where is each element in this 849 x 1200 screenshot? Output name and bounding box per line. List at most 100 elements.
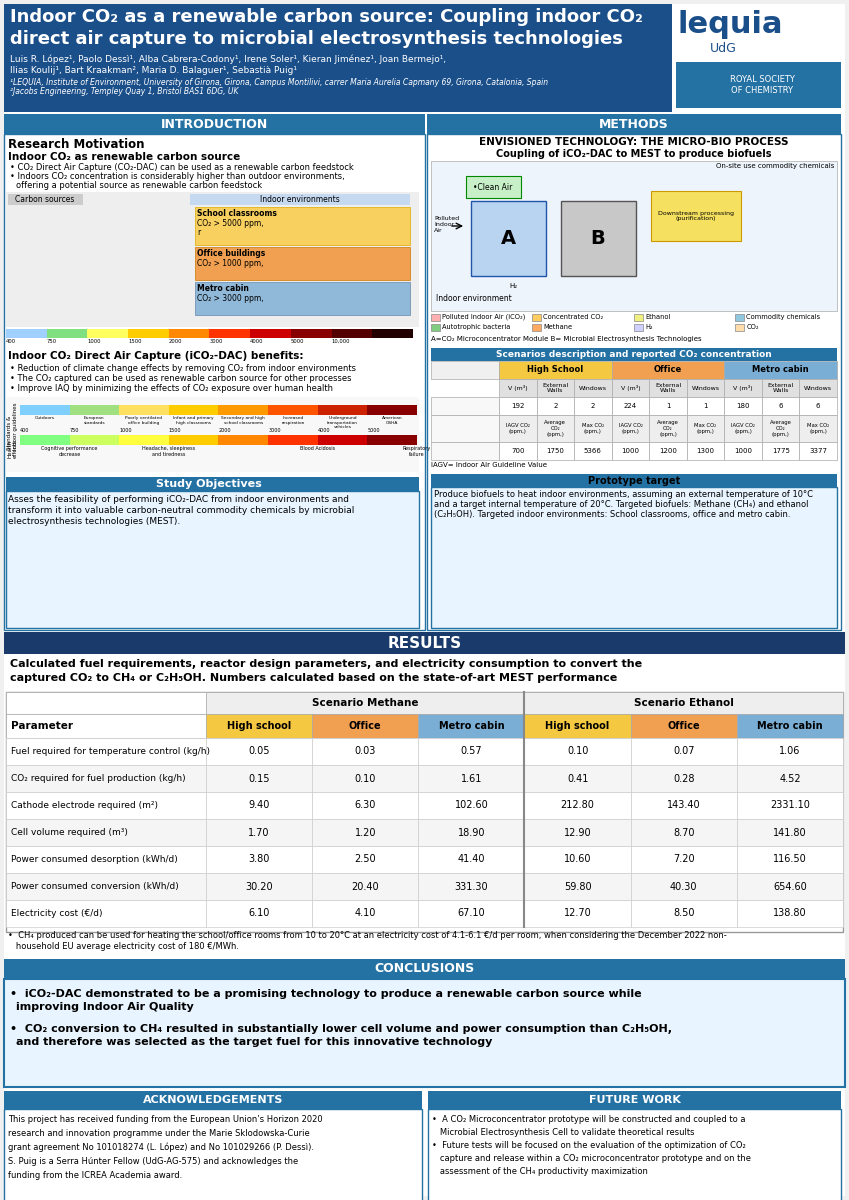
Bar — [6, 766, 206, 792]
Text: Office: Office — [667, 721, 700, 731]
Bar — [431, 361, 499, 379]
Text: 3377: 3377 — [809, 448, 827, 454]
Text: 5366: 5366 — [584, 448, 602, 454]
Bar — [631, 846, 737, 874]
Text: Outdoors: Outdoors — [35, 416, 55, 420]
Bar — [427, 114, 841, 134]
Text: B: B — [591, 228, 605, 247]
Text: IAGV= Indoor Air Guideline Value: IAGV= Indoor Air Guideline Value — [431, 462, 547, 468]
Text: Scenarios description and reported CO₂ concentration: Scenarios description and reported CO₂ c… — [496, 350, 772, 359]
Bar — [574, 442, 611, 460]
Bar — [206, 874, 312, 900]
Text: H₂: H₂ — [645, 324, 653, 330]
Text: 1775: 1775 — [772, 448, 790, 454]
Text: 0.57: 0.57 — [461, 746, 482, 756]
Bar — [419, 900, 525, 926]
Bar — [724, 361, 837, 379]
Bar — [431, 161, 837, 311]
Bar — [206, 846, 312, 874]
Text: 1000: 1000 — [119, 428, 132, 433]
Text: 0.03: 0.03 — [355, 746, 376, 756]
Bar — [6, 476, 419, 491]
Text: 6.10: 6.10 — [249, 908, 270, 918]
Text: Headache, sleepiness
and tiredness: Headache, sleepiness and tiredness — [143, 446, 195, 457]
Text: Poorly ventilated
office building: Poorly ventilated office building — [126, 416, 163, 425]
Text: Commodity chemicals: Commodity chemicals — [746, 314, 821, 320]
Text: 9.40: 9.40 — [249, 800, 270, 810]
Text: Downstream processing
(purification): Downstream processing (purification) — [658, 211, 734, 221]
Text: Cathode electrode required (m²): Cathode electrode required (m²) — [11, 802, 158, 810]
Bar — [206, 818, 312, 846]
Text: assessment of the CH₄ productivity maximization: assessment of the CH₄ productivity maxim… — [432, 1166, 648, 1176]
Text: Power consumed desorption (kWh/d): Power consumed desorption (kWh/d) — [11, 854, 177, 864]
Bar — [419, 738, 525, 766]
Text: 1500: 1500 — [128, 338, 142, 344]
Text: Scenario Ethanol: Scenario Ethanol — [634, 698, 734, 708]
Text: 1.70: 1.70 — [249, 828, 270, 838]
Text: Parameter: Parameter — [11, 721, 73, 731]
Bar — [195, 247, 410, 280]
Text: 1000: 1000 — [87, 338, 101, 344]
Bar — [218, 404, 268, 415]
Text: CONCLUSIONS: CONCLUSIONS — [374, 962, 475, 976]
Bar — [119, 404, 169, 415]
Bar — [6, 397, 419, 472]
Text: Average
CO₂
(ppm,): Average CO₂ (ppm,) — [657, 420, 679, 437]
Text: 12.70: 12.70 — [564, 908, 592, 918]
Bar — [206, 714, 312, 738]
Bar — [206, 766, 312, 792]
Bar — [431, 487, 837, 628]
Bar — [8, 194, 83, 205]
Text: (C₂H₅OH). Targeted indoor environments: School classrooms, office and metro cabi: (C₂H₅OH). Targeted indoor environments: … — [434, 510, 790, 518]
Text: ENVISIONED TECHNOLOGY: THE MICRO-BIO PROCESS: ENVISIONED TECHNOLOGY: THE MICRO-BIO PRO… — [479, 137, 789, 146]
Text: Microbial Electrosynthesis Cell to validate theoretical results: Microbial Electrosynthesis Cell to valid… — [432, 1128, 694, 1138]
Bar — [611, 379, 649, 397]
Text: Polluted
Indoor
Air: Polluted Indoor Air — [434, 216, 459, 233]
Bar — [368, 434, 417, 445]
Text: Average
CO₂
(ppm,): Average CO₂ (ppm,) — [770, 420, 791, 437]
Text: 1200: 1200 — [659, 448, 677, 454]
Text: 0.07: 0.07 — [673, 746, 694, 756]
Text: 10,000: 10,000 — [332, 338, 350, 344]
Bar — [6, 714, 206, 738]
Bar — [525, 792, 631, 818]
Bar — [20, 404, 70, 415]
Text: Metro cabin: Metro cabin — [439, 721, 504, 731]
Text: 400: 400 — [20, 428, 30, 433]
Text: r: r — [197, 228, 200, 236]
Text: 1000: 1000 — [621, 448, 639, 454]
Bar — [762, 442, 800, 460]
Bar — [499, 442, 537, 460]
Text: 750: 750 — [70, 428, 79, 433]
Text: Blood Acidosis: Blood Acidosis — [301, 446, 335, 451]
Text: offering a potential source as renewable carbon feedstock: offering a potential source as renewable… — [16, 181, 262, 190]
Bar — [419, 818, 525, 846]
Text: • Reduction of climate change effects by removing CO₂ from indoor environments: • Reduction of climate change effects by… — [10, 364, 356, 373]
Bar — [427, 134, 841, 630]
Bar — [561, 200, 636, 276]
Bar — [687, 379, 724, 397]
Bar — [128, 329, 169, 338]
Bar — [631, 900, 737, 926]
Text: • Indoors CO₂ concentration is considerably higher than outdoor environments,: • Indoors CO₂ concentration is considera… — [10, 172, 345, 181]
Bar — [4, 1091, 422, 1109]
Bar — [312, 818, 419, 846]
Text: 143.40: 143.40 — [667, 800, 700, 810]
Bar — [800, 415, 837, 442]
Bar — [206, 738, 312, 766]
Text: 3000: 3000 — [268, 428, 281, 433]
Text: IAGV CO₂
(ppm,): IAGV CO₂ (ppm,) — [506, 424, 530, 434]
Text: Max CO₂
(ppm,): Max CO₂ (ppm,) — [694, 424, 717, 434]
Text: capture and release within a CO₂ microconcentrator prototype and on the: capture and release within a CO₂ microco… — [432, 1154, 751, 1163]
Bar — [368, 404, 417, 415]
Bar — [634, 324, 643, 331]
Bar — [532, 324, 542, 331]
Bar — [676, 62, 841, 108]
Text: On-site use commodity chemicals: On-site use commodity chemicals — [716, 163, 834, 169]
Text: 4.52: 4.52 — [779, 774, 801, 784]
Text: Metro cabin: Metro cabin — [757, 721, 823, 731]
Text: 224: 224 — [624, 403, 637, 409]
Text: 7.20: 7.20 — [673, 854, 694, 864]
Text: Health
effects: Health effects — [7, 439, 18, 457]
Text: European
standards: European standards — [83, 416, 105, 425]
